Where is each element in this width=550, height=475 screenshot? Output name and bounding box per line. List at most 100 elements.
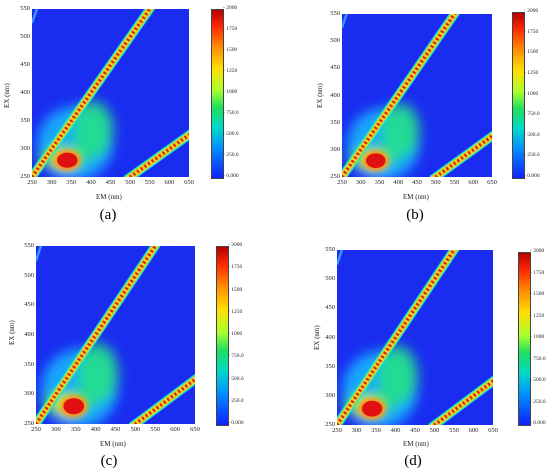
ytick-label: 400 xyxy=(24,331,34,338)
ytick-label: 250 xyxy=(325,421,335,428)
ytick-label: 400 xyxy=(330,91,340,99)
colorbar-tick-label: - 2000 xyxy=(524,8,539,14)
panel-label: (d) xyxy=(404,453,422,469)
ytick-label: 450 xyxy=(330,64,340,72)
colorbar-tick-label: - 750.0 xyxy=(223,110,239,116)
xtick-label: 600 xyxy=(170,426,180,433)
x-axis-label: EM (nm) xyxy=(100,440,126,448)
colorbar xyxy=(211,9,224,179)
colorbar-tick-label: - 500.0 xyxy=(223,131,239,137)
colorbar-tick-label: - 1250 xyxy=(530,312,545,319)
xtick-label: 500 xyxy=(130,426,141,433)
ytick-label: 350 xyxy=(24,360,34,368)
ytick-label: 550 xyxy=(330,10,340,17)
ytick-label: 250 xyxy=(20,173,30,180)
xtick-label: 550 xyxy=(449,179,460,186)
panel-label: (b) xyxy=(406,207,424,223)
xtick-label: 450 xyxy=(105,179,116,186)
rayleigh-first-order xyxy=(342,14,460,177)
heatmap-panel-1 xyxy=(342,14,492,177)
xtick-label: 600 xyxy=(468,179,479,186)
heatmap-panel-3 xyxy=(337,250,493,425)
edge-stripe xyxy=(342,14,349,28)
colorbar-tick-label: - 0.000 xyxy=(524,173,540,179)
xtick-label: 600 xyxy=(164,179,175,186)
colorbar-tick-label: - 500.0 xyxy=(524,131,540,138)
xtick-label: 400 xyxy=(90,426,101,433)
xtick-label: 250 xyxy=(31,426,41,433)
colorbar-tick-label: - 1500 xyxy=(530,291,545,297)
ytick-label: 500 xyxy=(325,275,335,283)
ytick-label: 550 xyxy=(24,242,34,249)
xtick-label: 350 xyxy=(70,426,81,433)
colorbar-tick-label: - 1500 xyxy=(223,47,238,53)
xtick-label: 550 xyxy=(144,179,155,186)
colorbar-tick-label: - 1000 xyxy=(530,334,545,340)
ytick-label: 350 xyxy=(20,117,30,124)
rayleigh-first-order xyxy=(32,9,156,177)
ytick-label: 300 xyxy=(325,391,335,399)
ytick-label: 250 xyxy=(330,173,340,180)
heatmap-panel-0 xyxy=(32,9,189,177)
ytick-label: 550 xyxy=(325,246,335,253)
colorbar-tick-label: - 1000 xyxy=(228,331,243,337)
heatmap-svg xyxy=(32,9,189,177)
edge-stripe xyxy=(337,250,344,265)
xtick-label: 300 xyxy=(51,426,61,433)
xtick-label: 400 xyxy=(390,427,401,434)
xtick-label: 400 xyxy=(86,179,96,186)
xtick-label: 250 xyxy=(27,179,37,186)
xtick-label: 650 xyxy=(190,426,200,433)
contour-green xyxy=(380,103,420,159)
colorbar-tick-label: - 250.0 xyxy=(223,152,239,158)
xtick-label: 350 xyxy=(371,427,381,434)
colorbar-tick-label: - 0.000 xyxy=(228,420,244,426)
heatmap-svg xyxy=(337,250,493,425)
contour-green xyxy=(377,345,418,406)
ytick-label: 500 xyxy=(20,33,30,40)
ytick-label: 550 xyxy=(20,5,30,12)
colorbar-tick-label: - 2000 xyxy=(223,5,238,11)
colorbar-tick-label: - 750.0 xyxy=(530,355,546,362)
colorbar-tick-label: - 2000 xyxy=(228,242,243,248)
xtick-label: 350 xyxy=(66,179,77,186)
colorbar-tick-label: - 750.0 xyxy=(524,111,540,118)
xtick-label: 550 xyxy=(449,427,459,434)
colorbar-tick-label: - 1000 xyxy=(223,89,238,95)
colorbar-tick-label: - 0.000 xyxy=(223,173,239,179)
xtick-label: 400 xyxy=(393,179,404,186)
ytick-label: 350 xyxy=(330,118,340,126)
rayleigh-second-order xyxy=(123,129,189,177)
edge-stripe xyxy=(32,9,39,24)
colorbar-tick-label: - 1750 xyxy=(524,28,539,35)
xtick-label: 500 xyxy=(429,427,440,434)
panel-label: (a) xyxy=(99,207,117,223)
rayleigh-first-order xyxy=(36,246,161,424)
peak-marker xyxy=(358,398,386,420)
colorbar xyxy=(216,246,229,426)
peak-marker xyxy=(60,395,88,417)
contour-green xyxy=(72,100,114,158)
xtick-label: 550 xyxy=(150,426,161,433)
colorbar-tick-label: - 500.0 xyxy=(530,377,546,383)
colorbar-tick-label: - 1750 xyxy=(223,26,238,32)
heatmap-svg xyxy=(36,246,195,424)
peak-marker xyxy=(53,150,81,171)
ytick-label: 300 xyxy=(24,390,34,398)
ytick-label: 450 xyxy=(325,304,335,312)
panel-label: (c) xyxy=(100,453,118,469)
rayleigh-second-order xyxy=(429,130,492,177)
ytick-label: 450 xyxy=(20,61,30,68)
colorbar-tick-label: - 1250 xyxy=(524,69,539,76)
ytick-label: 300 xyxy=(20,145,30,152)
xtick-label: 650 xyxy=(488,427,498,434)
colorbar-tick-label: - 1500 xyxy=(228,286,243,293)
ytick-label: 350 xyxy=(325,362,335,370)
ytick-label: 250 xyxy=(24,420,34,427)
colorbar-tick-label: - 1000 xyxy=(524,90,539,97)
rayleigh-second-order xyxy=(128,373,195,424)
ytick-label: 400 xyxy=(325,333,335,341)
colorbar xyxy=(512,12,525,179)
rayleigh-first-order xyxy=(337,250,460,425)
peak-marker xyxy=(363,150,389,171)
